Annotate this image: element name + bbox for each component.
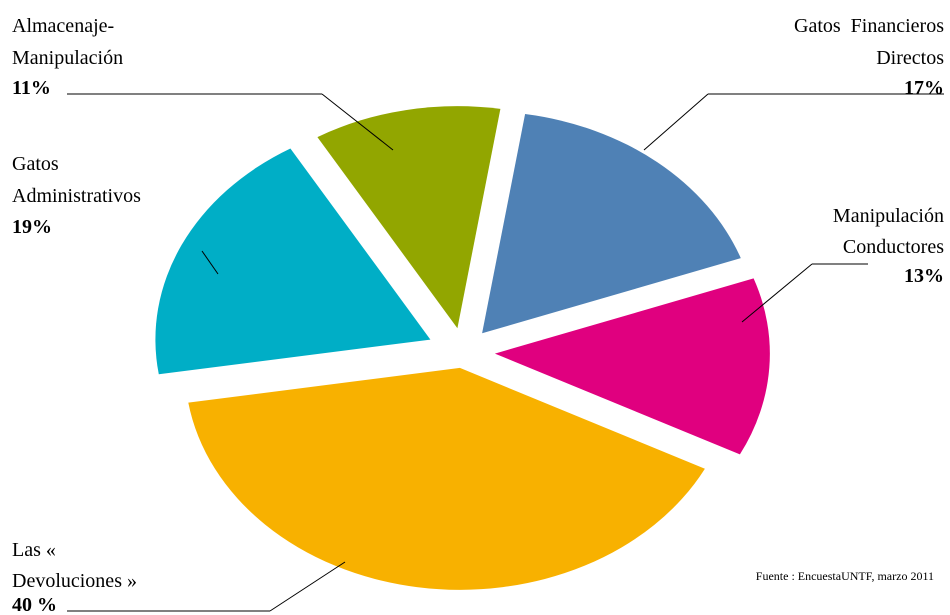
slice-percent-label: 11%: [12, 77, 51, 99]
slice-label-gatos-financieros-directos: Gatos Financieros Directos 17%: [794, 15, 944, 99]
slice-label-line: Administrativos: [12, 185, 141, 207]
leader-line: [269, 561, 346, 612]
leader-line: [321, 93, 394, 151]
slice-label-line: Almacenaje-: [12, 15, 114, 37]
slice-label-line: Directos: [876, 47, 944, 69]
slice-label-line: Gatos: [12, 153, 59, 175]
pie-slice-gatos-financieros-directos: [482, 114, 741, 334]
slice-label-almacenaje-manipulacion: Almacenaje- Manipulación 11%: [12, 15, 123, 99]
leader-line: [643, 93, 709, 151]
chart-source-note: Fuente : EncuestaUNTF, marzo 2011: [756, 569, 934, 583]
pie-slice-las-devoluciones: [188, 367, 705, 590]
pie-slice-almacenaje-manipulacion: [317, 106, 501, 329]
slice-percent-label: 19%: [12, 216, 52, 238]
leader-line: [741, 263, 813, 323]
slice-percent-label: 17%: [904, 77, 944, 99]
slice-label-line: Manipulación: [833, 205, 944, 227]
slice-label-line: Manipulación: [12, 47, 123, 69]
slice-percent-label: 13%: [904, 265, 944, 287]
slice-label-manipulacion-conductores: Manipulación Conductores 13%: [833, 205, 944, 287]
pie-slices: [155, 106, 770, 590]
slice-label-line: Devoluciones »: [12, 570, 137, 592]
leader-line: [201, 250, 219, 275]
slice-label-line: Gatos Financieros: [794, 15, 944, 37]
slice-label-line: Las «: [12, 539, 56, 561]
leader-lines: [67, 93, 944, 612]
slice-label-las-devoluciones: Las « Devoluciones » 40 %: [12, 539, 137, 615]
pie-slice-manipulacion-conductores: [494, 278, 770, 455]
slice-label-line: Conductores: [843, 236, 944, 258]
slice-percent-label: 40 %: [12, 594, 57, 615]
slice-label-gatos-administrativos: Gatos Administrativos 19%: [12, 153, 141, 238]
pie-slice-gatos-administrativos: [155, 148, 431, 375]
